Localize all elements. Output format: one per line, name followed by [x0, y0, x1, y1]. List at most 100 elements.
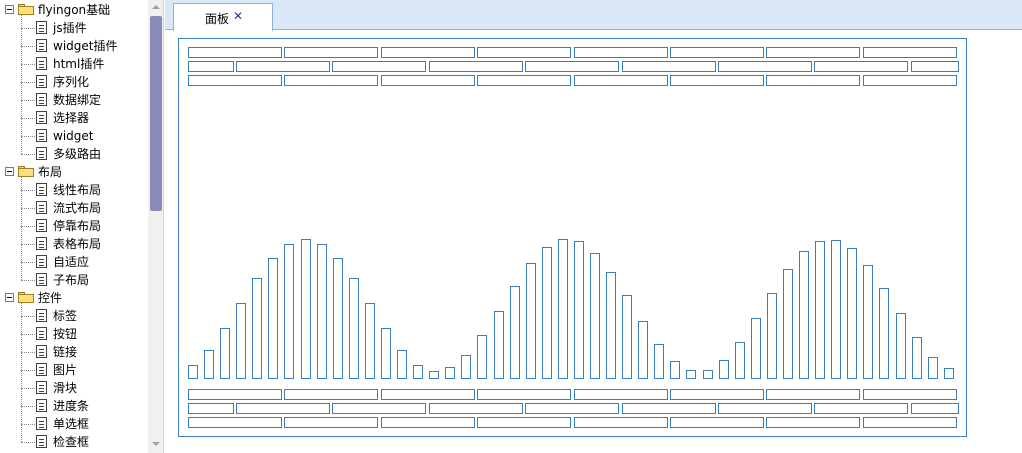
- panel-box: [670, 417, 764, 428]
- wave-bar: [268, 258, 278, 379]
- wave-bar: [252, 278, 262, 379]
- panel-box: [236, 403, 330, 414]
- wave-bar: [574, 241, 584, 379]
- panel-box: [670, 389, 764, 400]
- wave-bar: [831, 240, 841, 379]
- tree-item[interactable]: js插件: [0, 19, 148, 37]
- wave-bar: [349, 278, 359, 379]
- panel-box: [814, 403, 908, 414]
- tree-item-label: 子布局: [53, 273, 90, 287]
- tree-item[interactable]: 链接: [0, 343, 148, 361]
- tree-item-label: 流式布局: [53, 201, 102, 215]
- tree-item-label: js插件: [53, 21, 87, 35]
- panel-box: [381, 417, 475, 428]
- panel-box: [381, 75, 475, 86]
- wave-bar: [751, 318, 761, 379]
- tree-item-label: 表格布局: [53, 237, 102, 251]
- scroll-down-arrow-icon[interactable]: [148, 438, 163, 452]
- tree-item[interactable]: 滑块: [0, 379, 148, 397]
- wave-bar: [847, 248, 857, 379]
- tree-item[interactable]: 序列化: [0, 73, 148, 91]
- folder-open-icon: [18, 292, 34, 303]
- tree-item[interactable]: 数据绑定: [0, 91, 148, 109]
- tree-item[interactable]: 多级路由: [0, 145, 148, 163]
- tree-item[interactable]: widget: [0, 127, 148, 145]
- tree-group[interactable]: 布局: [0, 163, 148, 181]
- wave-bar: [719, 360, 729, 379]
- wave-bar: [542, 247, 552, 379]
- panel: [178, 38, 967, 437]
- tree-item[interactable]: 表格布局: [0, 235, 148, 253]
- tree-item[interactable]: 子布局: [0, 271, 148, 289]
- wave-bar: [510, 286, 520, 379]
- tree-item[interactable]: 停靠布局: [0, 217, 148, 235]
- tree-item[interactable]: 图片: [0, 361, 148, 379]
- panel-box: [863, 417, 957, 428]
- tree-item[interactable]: 流式布局: [0, 199, 148, 217]
- tree-item-label: 数据绑定: [53, 93, 102, 107]
- tree-item[interactable]: 线性布局: [0, 181, 148, 199]
- tab-label: 面板: [205, 12, 230, 26]
- tree-item[interactable]: 进度条: [0, 397, 148, 415]
- tree-item-label: 自适应: [53, 255, 90, 269]
- wave-bar: [558, 239, 568, 379]
- tab-panel[interactable]: 面板 ✕: [173, 3, 273, 31]
- document-icon: [36, 183, 47, 196]
- panel-box: [332, 403, 426, 414]
- panel-box: [911, 403, 959, 414]
- scroll-thumb[interactable]: [150, 16, 162, 211]
- panel-box: [863, 47, 957, 58]
- tree-item[interactable]: 按钮: [0, 325, 148, 343]
- wave-bar: [477, 335, 487, 379]
- tree-group-label: 布局: [38, 165, 63, 179]
- tree-item[interactable]: 检查框: [0, 433, 148, 451]
- panel-box: [284, 417, 378, 428]
- wave-bar: [928, 357, 938, 379]
- tree-item[interactable]: widget插件: [0, 37, 148, 55]
- tree-item-label: 检查框: [53, 435, 90, 449]
- panel-content: [165, 31, 1022, 453]
- wave-bar: [381, 328, 391, 379]
- wave-bar: [526, 263, 536, 379]
- collapse-toggle-icon[interactable]: [5, 167, 14, 176]
- collapse-toggle-icon[interactable]: [5, 293, 14, 302]
- wave-bar: [606, 272, 616, 379]
- tree-item[interactable]: 自适应: [0, 253, 148, 271]
- document-icon: [36, 327, 47, 340]
- panel-box: [284, 75, 378, 86]
- tree-item-label: 线性布局: [53, 183, 102, 197]
- tree-item-label: 图片: [53, 363, 78, 377]
- wave-bar: [365, 303, 375, 379]
- document-icon: [36, 255, 47, 268]
- panel-box: [284, 47, 378, 58]
- panel-box: [911, 61, 959, 72]
- tree-item-label: 单选框: [53, 417, 90, 431]
- tree-item[interactable]: 标签: [0, 307, 148, 325]
- scroll-up-arrow-icon[interactable]: [148, 0, 163, 14]
- tree-item[interactable]: html插件: [0, 55, 148, 73]
- sidebar-scrollbar[interactable]: [148, 0, 163, 453]
- document-icon: [36, 417, 47, 430]
- panel-box: [332, 61, 426, 72]
- collapse-toggle-icon[interactable]: [5, 5, 14, 14]
- tree-group[interactable]: flyingon基础: [0, 1, 148, 19]
- panel-box: [477, 389, 571, 400]
- panel-box: [381, 389, 475, 400]
- wave-bar: [317, 244, 327, 379]
- tree-group[interactable]: 控件: [0, 289, 148, 307]
- wave-bar: [896, 313, 906, 379]
- wave-bar: [413, 365, 423, 379]
- wave-bar: [767, 293, 777, 379]
- tree-item[interactable]: 选择器: [0, 109, 148, 127]
- panel-box: [188, 403, 234, 414]
- document-icon: [36, 219, 47, 232]
- folder-open-icon: [18, 166, 34, 177]
- panel-box: [863, 389, 957, 400]
- tree-item-label: widget插件: [53, 39, 118, 53]
- tab-close-icon[interactable]: ✕: [233, 9, 244, 23]
- tree-item-label: 进度条: [53, 399, 90, 413]
- tree-item[interactable]: 单选框: [0, 415, 148, 433]
- panel-box: [477, 417, 571, 428]
- wave-bar: [494, 311, 504, 379]
- wave-bar: [654, 344, 664, 379]
